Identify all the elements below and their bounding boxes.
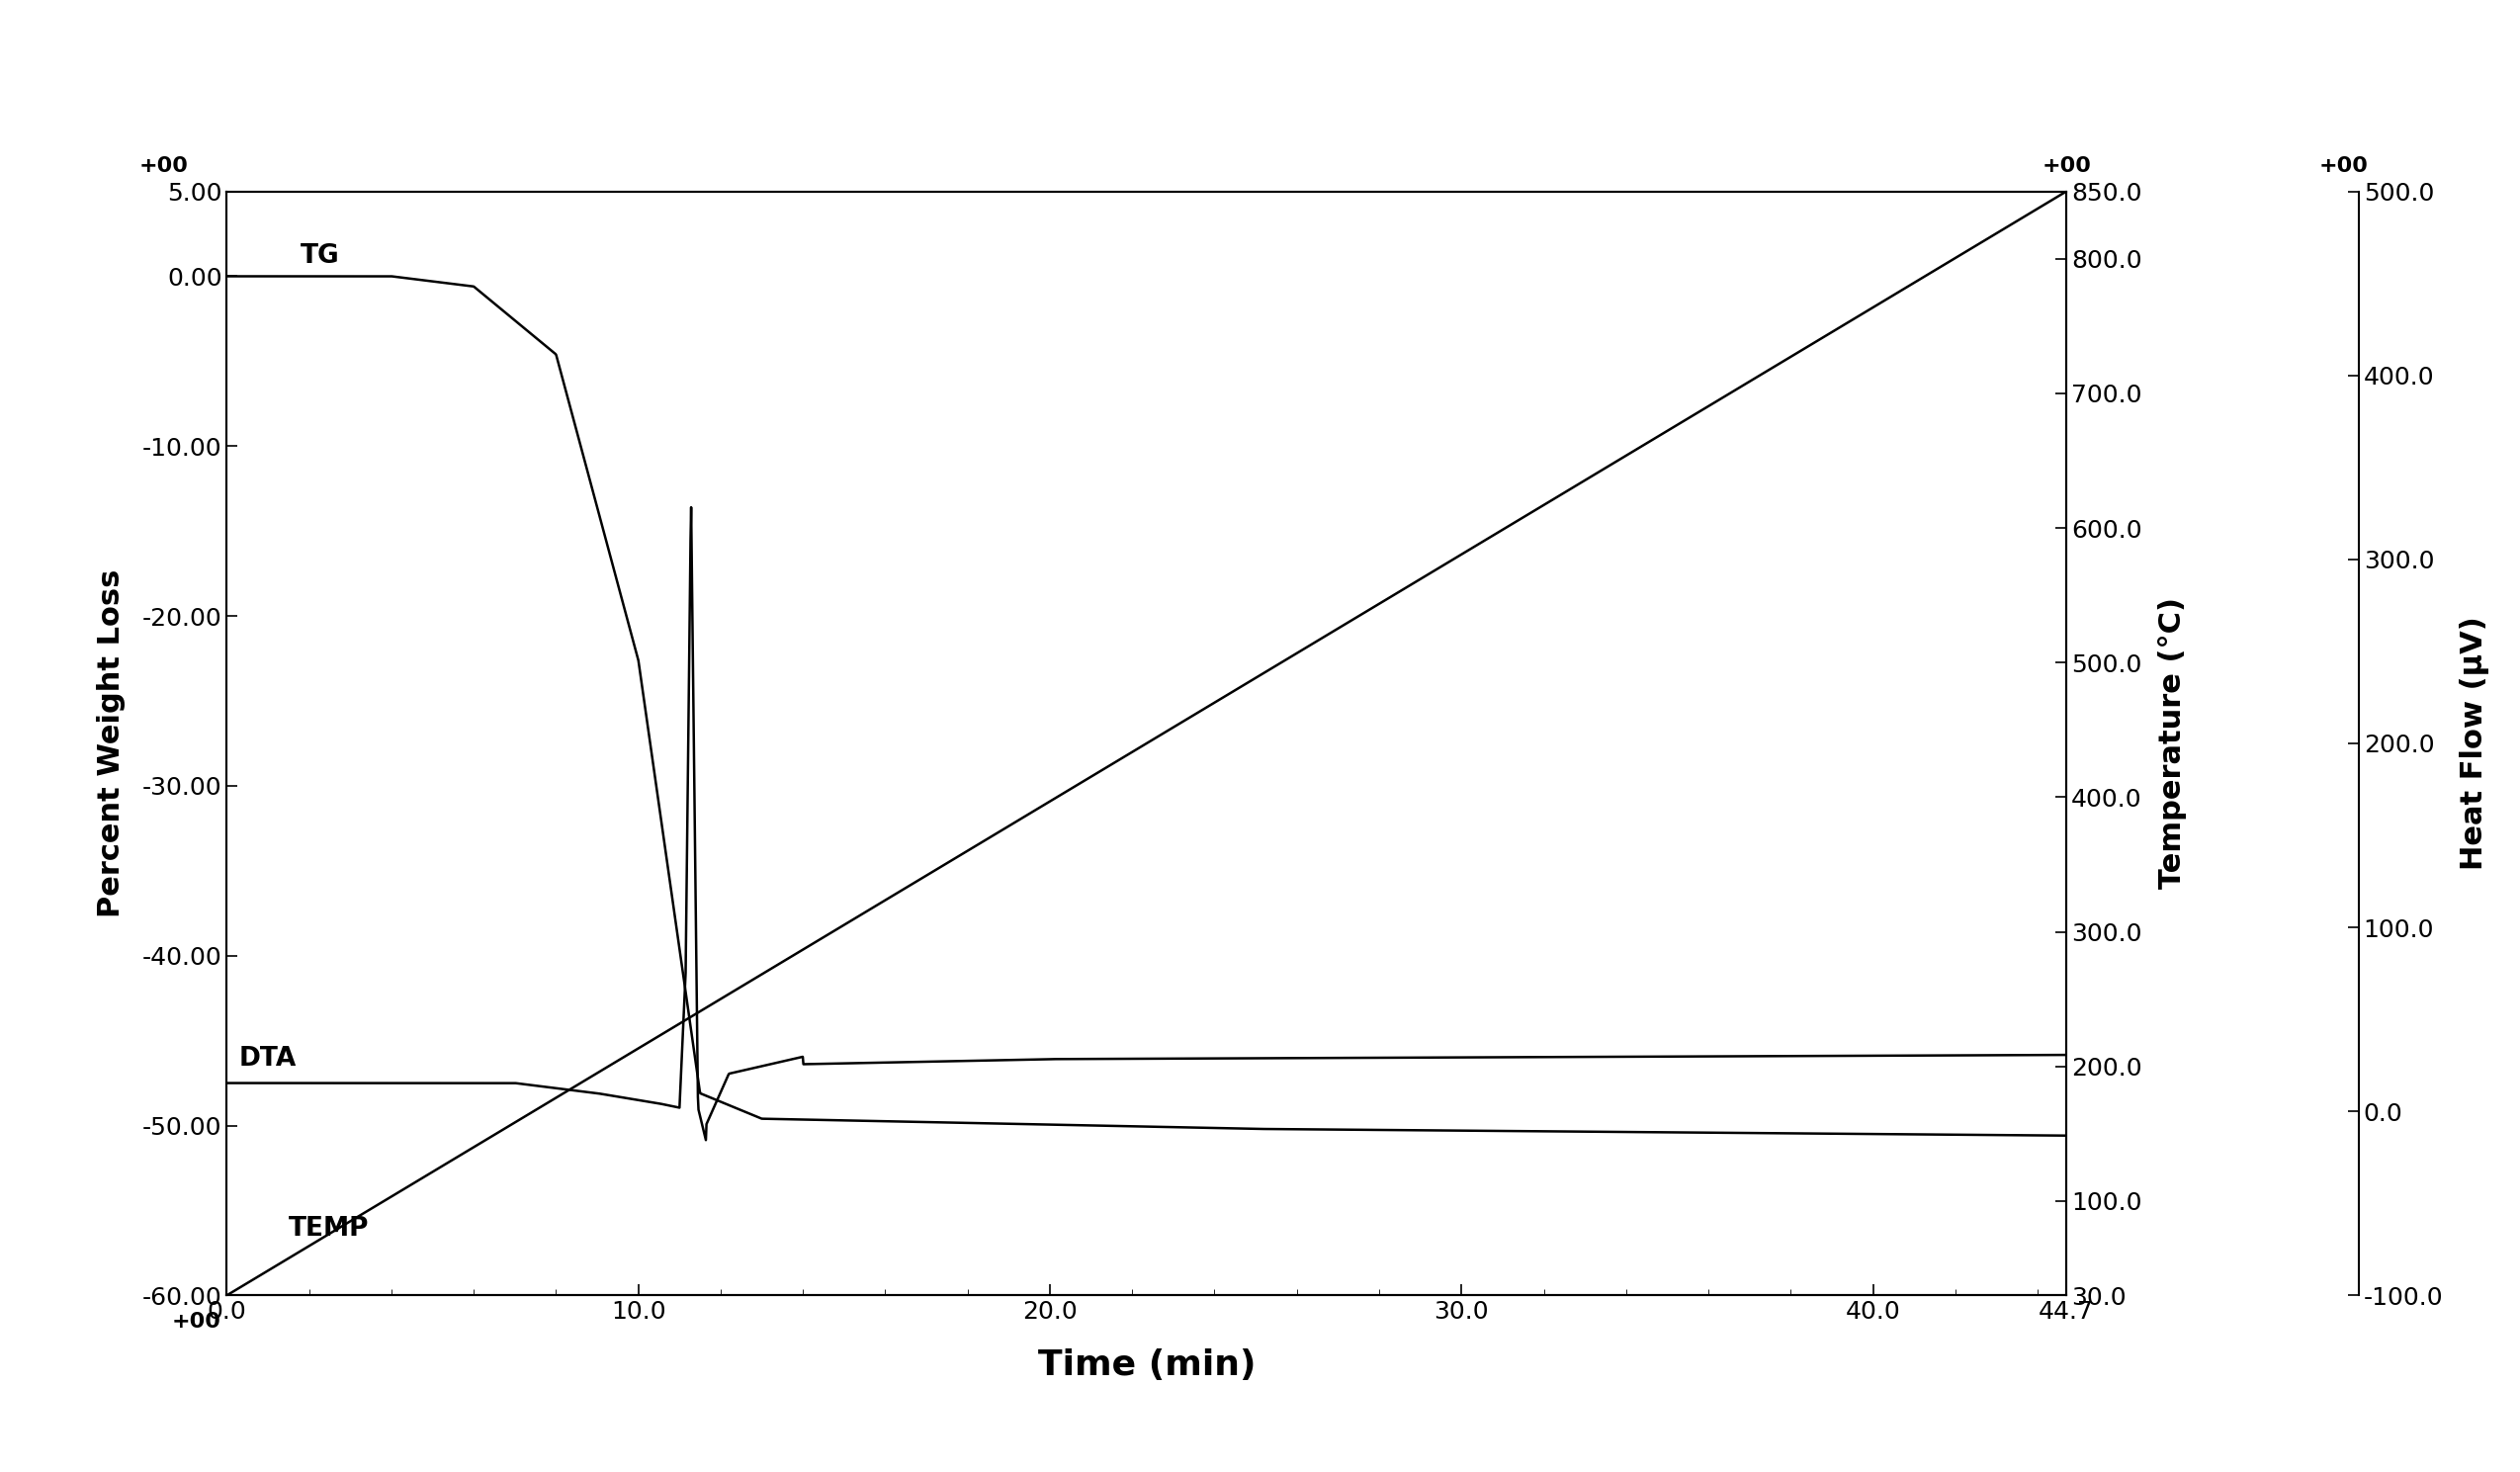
Y-axis label: Heat Flow (μV): Heat Flow (μV): [2460, 617, 2490, 870]
Text: +00: +00: [2318, 156, 2369, 177]
Text: DTA: DTA: [239, 1047, 297, 1072]
Text: +00: +00: [171, 1312, 222, 1332]
Y-axis label: Percent Weight Loss: Percent Weight Loss: [96, 570, 126, 917]
Text: +00: +00: [139, 156, 189, 177]
X-axis label: Time (min): Time (min): [1038, 1348, 1255, 1382]
Text: TEMP: TEMP: [287, 1216, 368, 1242]
Text: +00: +00: [2041, 156, 2092, 177]
Text: TG: TG: [300, 243, 340, 268]
Y-axis label: Temperature (°C): Temperature (°C): [2160, 598, 2187, 889]
